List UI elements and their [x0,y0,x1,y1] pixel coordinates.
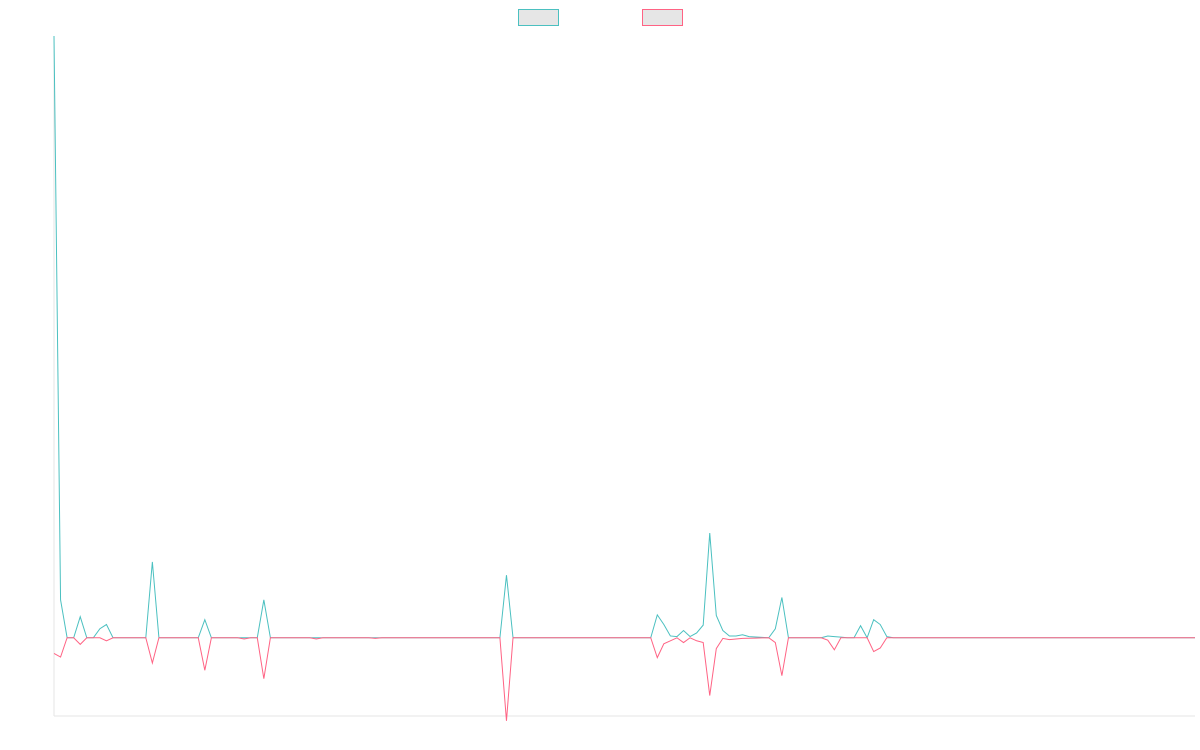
chart-series-layer [53,35,1195,721]
chart-legend [518,9,683,26]
chart-axes [53,36,1195,717]
series-1-line [53,35,1195,639]
legend-swatch-series-2[interactable] [642,9,683,26]
legend-swatch-series-1[interactable] [518,9,559,26]
series-2-line [53,637,1195,721]
series-1 [53,35,1195,639]
series-2 [53,637,1195,721]
